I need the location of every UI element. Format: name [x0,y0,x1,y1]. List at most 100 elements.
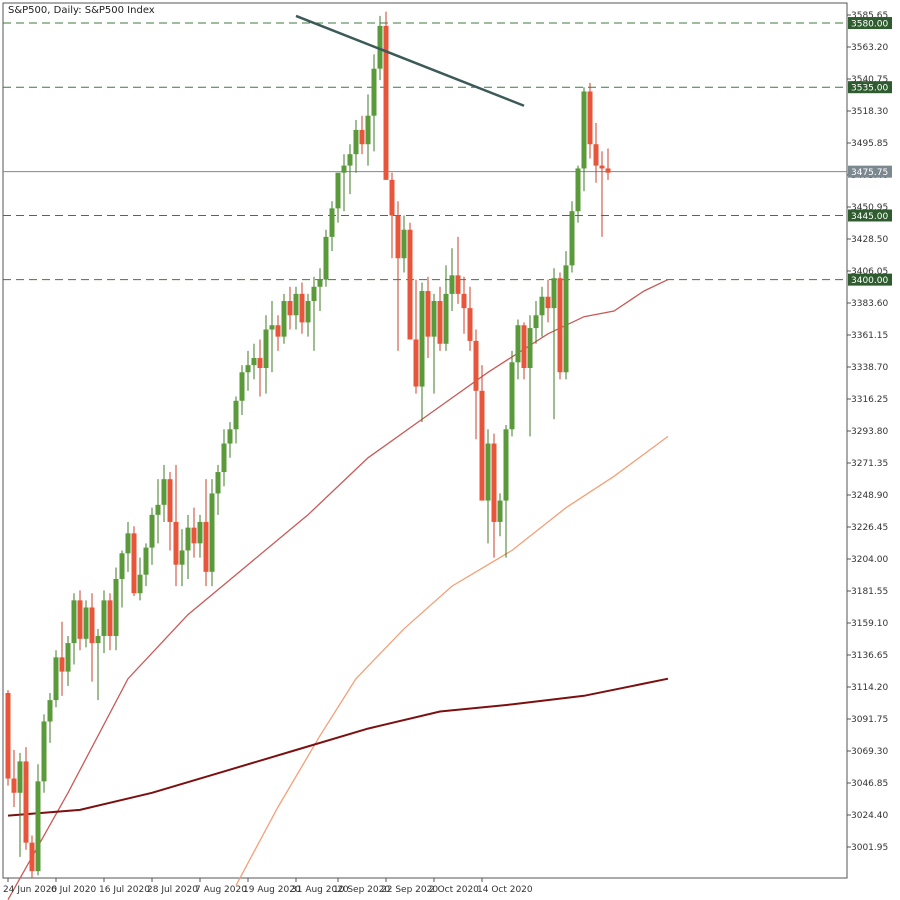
candle [71,593,77,665]
candle [119,550,125,608]
candle-body [197,521,203,544]
candle-body [227,429,233,444]
candle-body [143,547,149,575]
price-tick-label: 3585.65 [851,11,888,21]
candle-body [203,521,209,572]
candle-body [317,279,323,287]
candle [131,526,137,597]
chart-title: S&P500, Daily: S&P500 Index [8,5,155,16]
candle-body [479,390,485,501]
price-tick-label: 3383.60 [851,299,888,309]
candle [575,165,581,223]
candle [275,315,281,351]
candle-body [455,275,461,294]
candle-body [65,643,71,672]
price-tick-label: 3338.70 [851,363,888,373]
candle [101,590,107,654]
price-tick-label: 3136.65 [851,651,888,661]
candle-body [569,211,575,266]
candle-body [323,236,329,280]
candle-body [311,286,317,302]
candle [11,750,17,808]
price-tick-label: 3450.95 [851,203,888,213]
candle-body [221,443,227,473]
candle [563,251,569,380]
candle [83,600,89,648]
candle-body [149,514,155,548]
candle-body [293,293,299,316]
horizontal-levels [3,22,847,281]
candle [473,329,479,440]
candle-body [365,115,371,145]
candle-body [29,842,35,872]
candle-body [185,527,191,551]
candle-body [383,25,389,180]
time-tick-label: 22 Sep 2020 [381,885,438,895]
candle-body [107,600,113,636]
price-tick-label: 3495.85 [851,139,888,149]
candle-body [353,129,359,155]
candle-body [59,657,65,672]
candle [17,752,23,857]
candle-body [215,472,221,494]
price-tick-label: 3046.85 [851,779,888,789]
time-tick-label: 19 Aug 2020 [243,885,301,895]
candle [209,479,215,587]
price-tick-label: 3518.30 [851,107,888,117]
time-tick-label: 31 Aug 2020 [291,885,349,895]
candle-body [251,358,257,366]
candle-body [71,600,77,644]
candle-body [17,761,23,793]
candle [149,507,155,565]
candle [299,282,305,334]
candle-body [449,275,455,294]
candle [305,293,311,337]
candle-body [497,500,503,522]
candle [155,479,161,544]
price-tick-label: 3001.95 [851,843,888,853]
price-tick-label: 3248.90 [851,491,888,501]
ma_fast-line [7,279,669,900]
price-tick-label: 3540.75 [851,75,888,85]
candle-body [269,325,275,330]
ma_mid-line [235,435,669,886]
candle [317,268,323,311]
candle [371,54,377,152]
price-tick-label: 3361.15 [851,331,888,341]
candle-body [53,657,59,701]
candle-body [509,362,515,430]
candle [179,529,185,587]
candle-body [119,553,125,579]
candle-body [167,479,173,522]
candle-body [443,293,449,344]
candle-body [485,443,491,501]
time-tick-label: 14 Oct 2020 [477,885,533,895]
candle [335,172,341,223]
candle-body [263,329,269,368]
candle-body [461,293,467,309]
candle-body [35,781,41,872]
candle [293,286,299,330]
candle [245,350,251,391]
level-label-bg [848,17,892,30]
trendline-group [295,14,525,107]
candle [443,265,449,351]
candle [257,339,263,397]
candle [287,286,293,330]
level-label-bg [848,81,892,94]
candle-body [47,700,53,722]
candle-body [533,315,539,329]
candle-body [83,607,89,639]
candle-body [335,172,341,209]
price-tick-label: 3563.20 [851,43,888,53]
candle [605,148,611,180]
candle-body [239,372,245,401]
candle [311,276,317,351]
candle [29,835,35,879]
candle [587,82,593,159]
candle [221,429,227,487]
candle-body [155,504,161,515]
candle-body [125,533,131,554]
candle-body [551,278,557,309]
